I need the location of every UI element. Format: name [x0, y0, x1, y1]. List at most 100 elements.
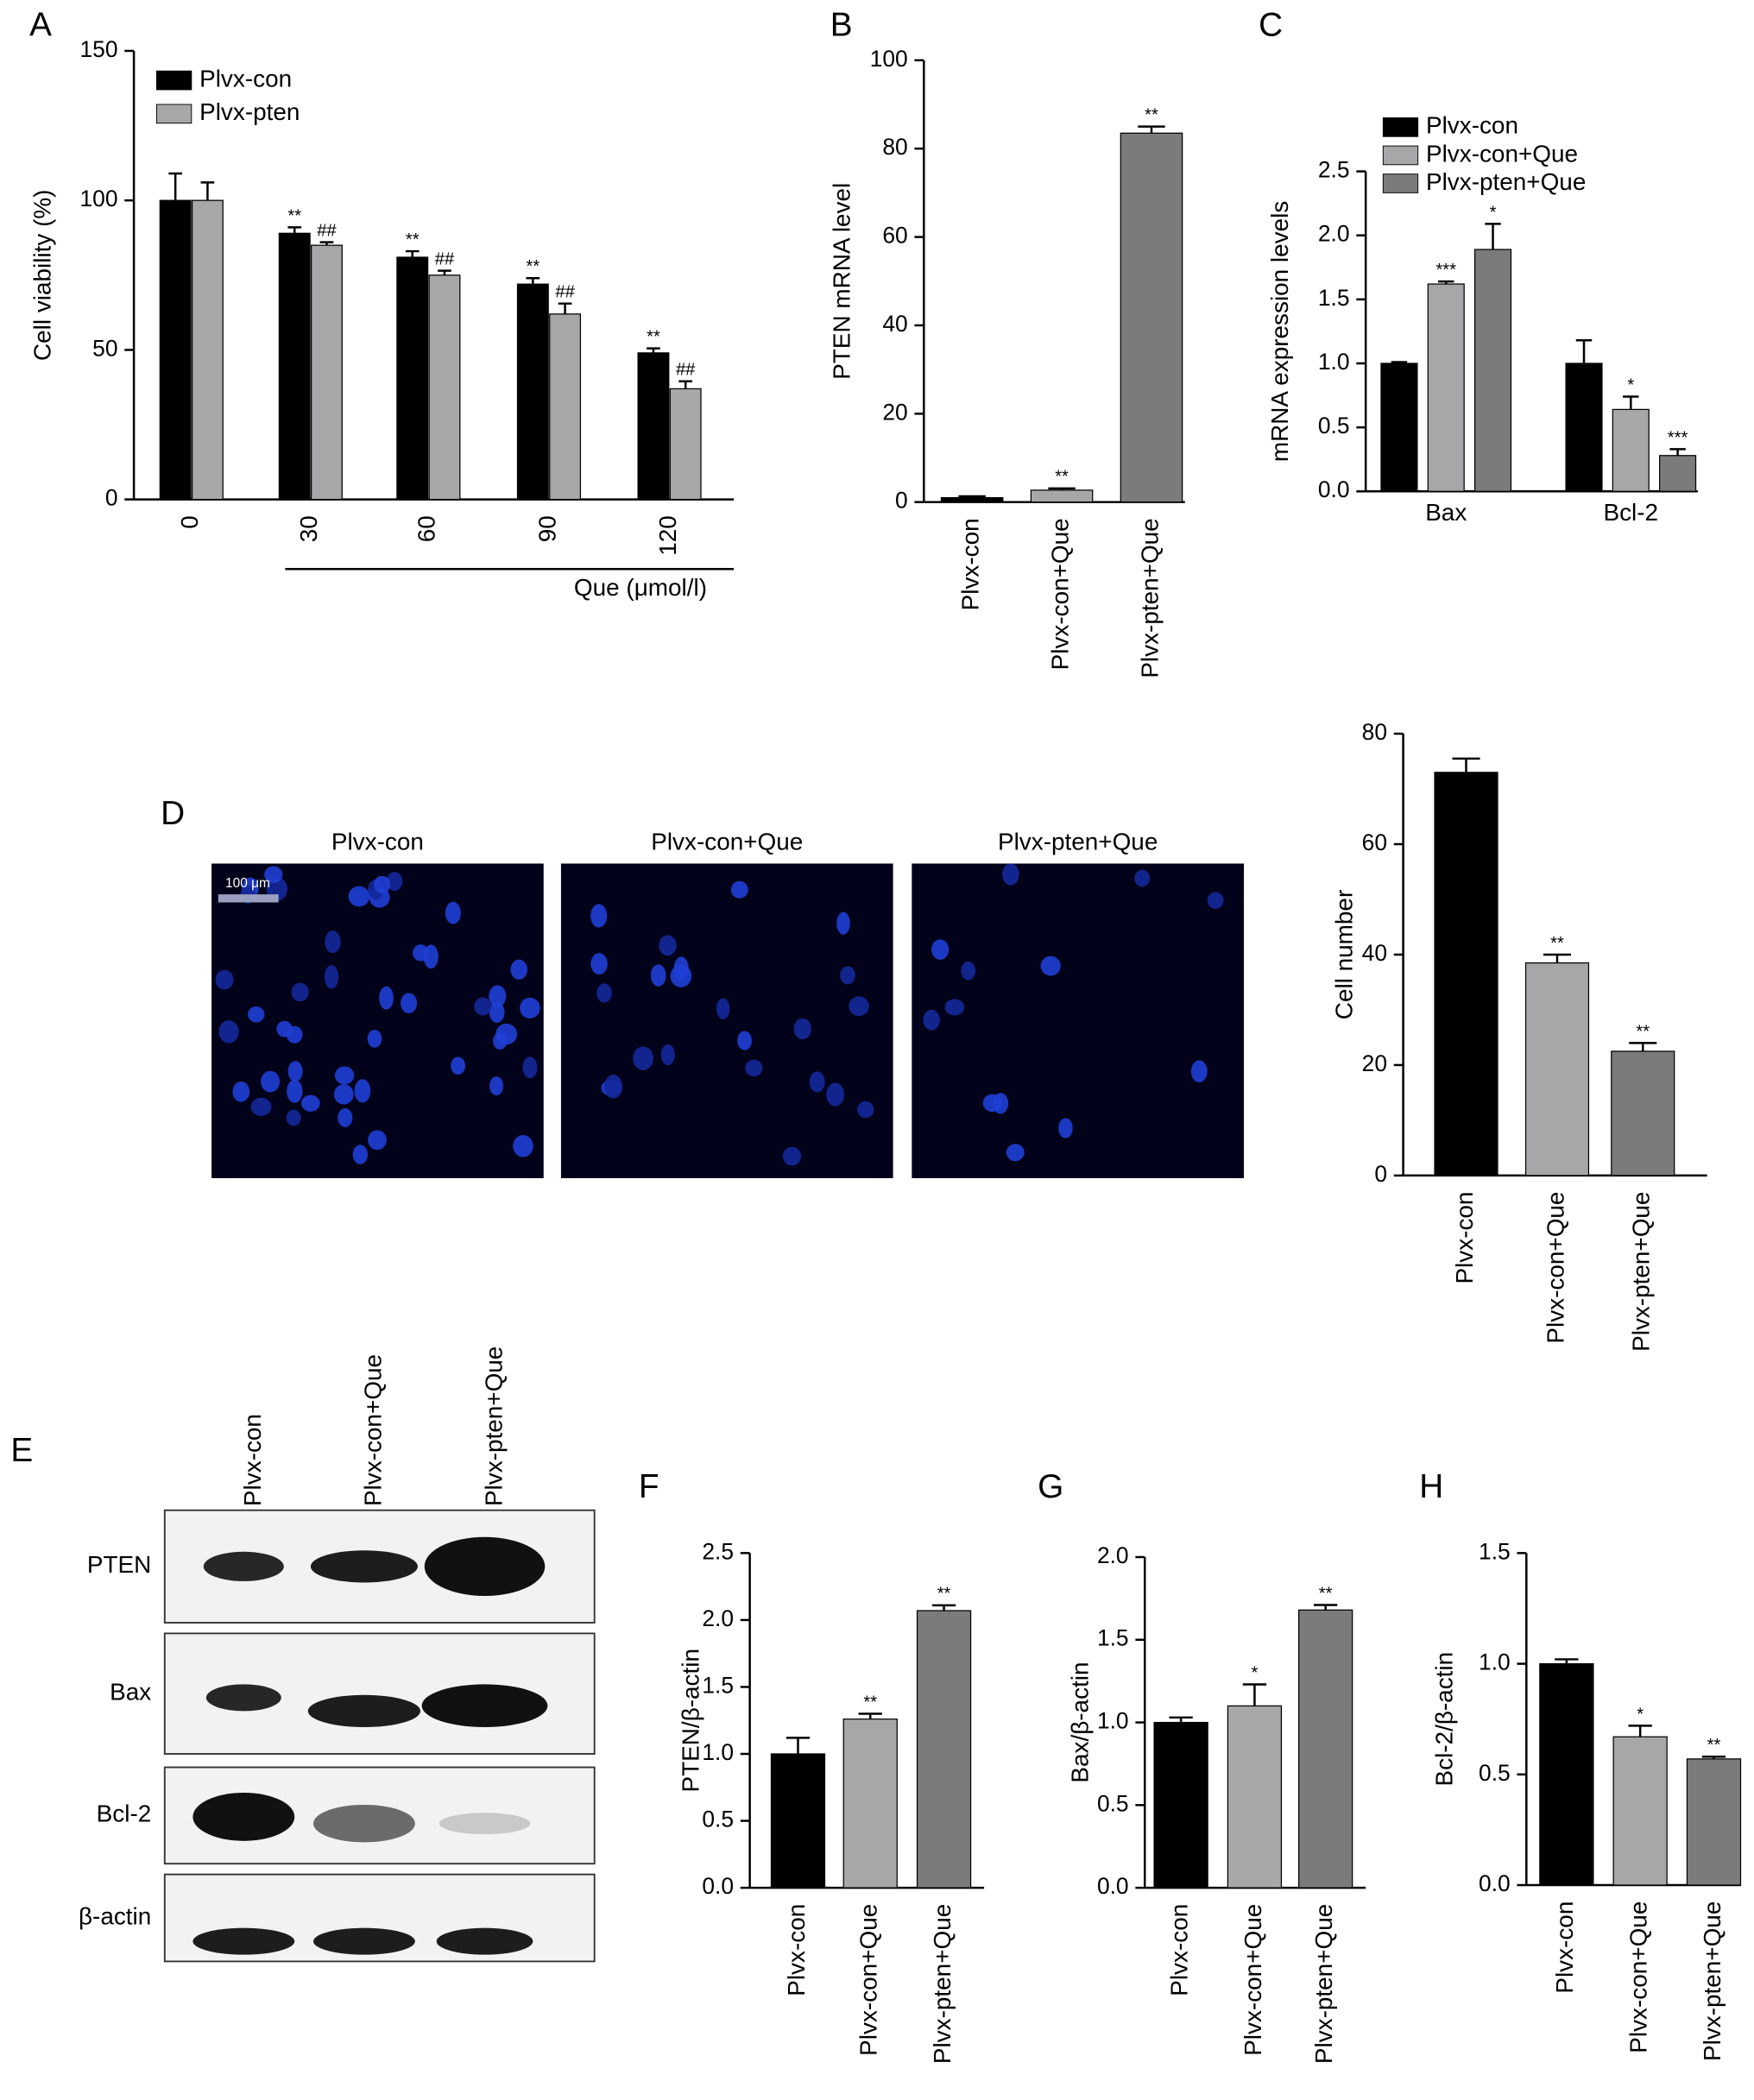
nucleus [793, 1018, 811, 1040]
micrograph [912, 863, 1245, 1179]
error-bar [1485, 223, 1501, 250]
nucleus [287, 1079, 303, 1103]
bar [1434, 772, 1498, 1176]
nucleus [513, 1134, 533, 1157]
nucleus [445, 901, 461, 924]
significance-label: ## [435, 249, 455, 268]
panel-letter: G [1038, 1468, 1063, 1505]
nucleus [809, 1071, 825, 1093]
y-tick-label: 2.0 [1318, 221, 1350, 247]
x-tick-label: Plvx-con [1551, 1901, 1578, 1994]
micrograph [560, 863, 893, 1179]
y-tick-label: 0 [105, 485, 118, 511]
nucleus [1134, 869, 1151, 887]
legend-swatch [156, 104, 192, 124]
nucleus [489, 1076, 504, 1096]
nucleus [325, 930, 341, 954]
blot-band [421, 1684, 548, 1727]
error-bar [931, 1604, 956, 1611]
x-tick-label: Plvx-con+Que [855, 1904, 882, 2056]
y-tick-label: 0 [895, 488, 908, 514]
y-tick-label: 60 [1362, 829, 1387, 855]
error-bar [168, 172, 183, 201]
y-tick-label: 0.5 [1318, 413, 1350, 438]
error-bar [1048, 487, 1076, 490]
panel-letter: F [639, 1468, 659, 1505]
error-bar [678, 380, 693, 389]
y-tick-label: 0.0 [1318, 476, 1350, 502]
nucleus [650, 964, 666, 987]
nucleus [215, 969, 234, 990]
nucleus [590, 953, 608, 975]
nucleus [286, 1109, 301, 1126]
nucleus [923, 1009, 940, 1031]
y-tick-label: 1.5 [1097, 1625, 1129, 1651]
significance-label: *** [1435, 261, 1456, 280]
blot-band [192, 1927, 295, 1955]
error-bar [287, 226, 302, 234]
nucleus [737, 1031, 752, 1050]
nucleus [401, 993, 418, 1014]
panel-letter: H [1419, 1468, 1443, 1505]
nucleus [857, 1100, 874, 1119]
bar [1612, 1736, 1668, 1886]
y-axis-label: Cell viability (%) [29, 190, 56, 361]
nucleus [493, 1031, 508, 1050]
nucleus [745, 1059, 763, 1077]
bar [549, 313, 582, 501]
legend-label: Plvx-con [1426, 112, 1518, 139]
y-tick-label: 0.0 [702, 1873, 734, 1899]
y-tick-label: 80 [1362, 719, 1387, 745]
nucleus [324, 965, 339, 989]
blot-band [312, 1804, 415, 1843]
nucleus [489, 985, 507, 1007]
error-bar [1138, 125, 1165, 134]
bar [770, 1753, 826, 1889]
y-tick-label: 2.0 [1097, 1542, 1129, 1568]
x-tick-label: Plvx-con [1451, 1192, 1478, 1284]
nucleus [660, 1044, 675, 1066]
y-tick-label: 1.5 [702, 1672, 734, 1698]
significance-label: * [1490, 203, 1497, 222]
blot-band [192, 1792, 295, 1841]
lane-label: Plvx-pten+Que [480, 1346, 507, 1506]
bar [1120, 132, 1183, 503]
x-tick-label: Plvx-pten+Que [929, 1904, 956, 2064]
micrograph-title: Plvx-con+Que [651, 829, 803, 855]
bar [191, 199, 224, 501]
nucleus [232, 1081, 250, 1102]
nucleus [1207, 892, 1224, 909]
y-tick-label: 1.5 [1479, 1538, 1511, 1564]
bar [1380, 363, 1418, 492]
y-tick-label: 60 [882, 223, 907, 249]
nucleus [520, 997, 540, 1018]
y-tick-label: 40 [882, 311, 907, 337]
nucleus [944, 999, 965, 1016]
significance-label: ** [1055, 468, 1069, 487]
nucleus [489, 1001, 505, 1023]
significance-label: ** [863, 1693, 877, 1712]
nucleus [338, 1108, 353, 1127]
nucleus [659, 935, 677, 956]
error-bar [1629, 1042, 1657, 1051]
x-tick-label: Plvx-con [783, 1904, 810, 1996]
row-label: β-actin [79, 1902, 151, 1929]
row-label: PTEN [87, 1551, 151, 1578]
legend-swatch [1382, 173, 1419, 193]
micrograph-title: Plvx-pten+Que [998, 829, 1158, 855]
nucleus [730, 880, 748, 899]
nucleus [1002, 863, 1019, 886]
y-axis-label: Cell number [1330, 890, 1357, 1019]
y-tick-label: 40 [1362, 940, 1387, 966]
significance-label: ## [676, 361, 696, 380]
bar [1227, 1705, 1283, 1889]
y-tick-label: 2.5 [702, 1538, 734, 1564]
bar [940, 496, 1004, 503]
significance-label: ** [1550, 934, 1564, 953]
nucleus [261, 1070, 281, 1093]
bar [1524, 962, 1590, 1176]
error-bar [1575, 339, 1593, 363]
significance-label: ** [647, 328, 660, 347]
micrograph-title: Plvx-con [331, 829, 424, 855]
